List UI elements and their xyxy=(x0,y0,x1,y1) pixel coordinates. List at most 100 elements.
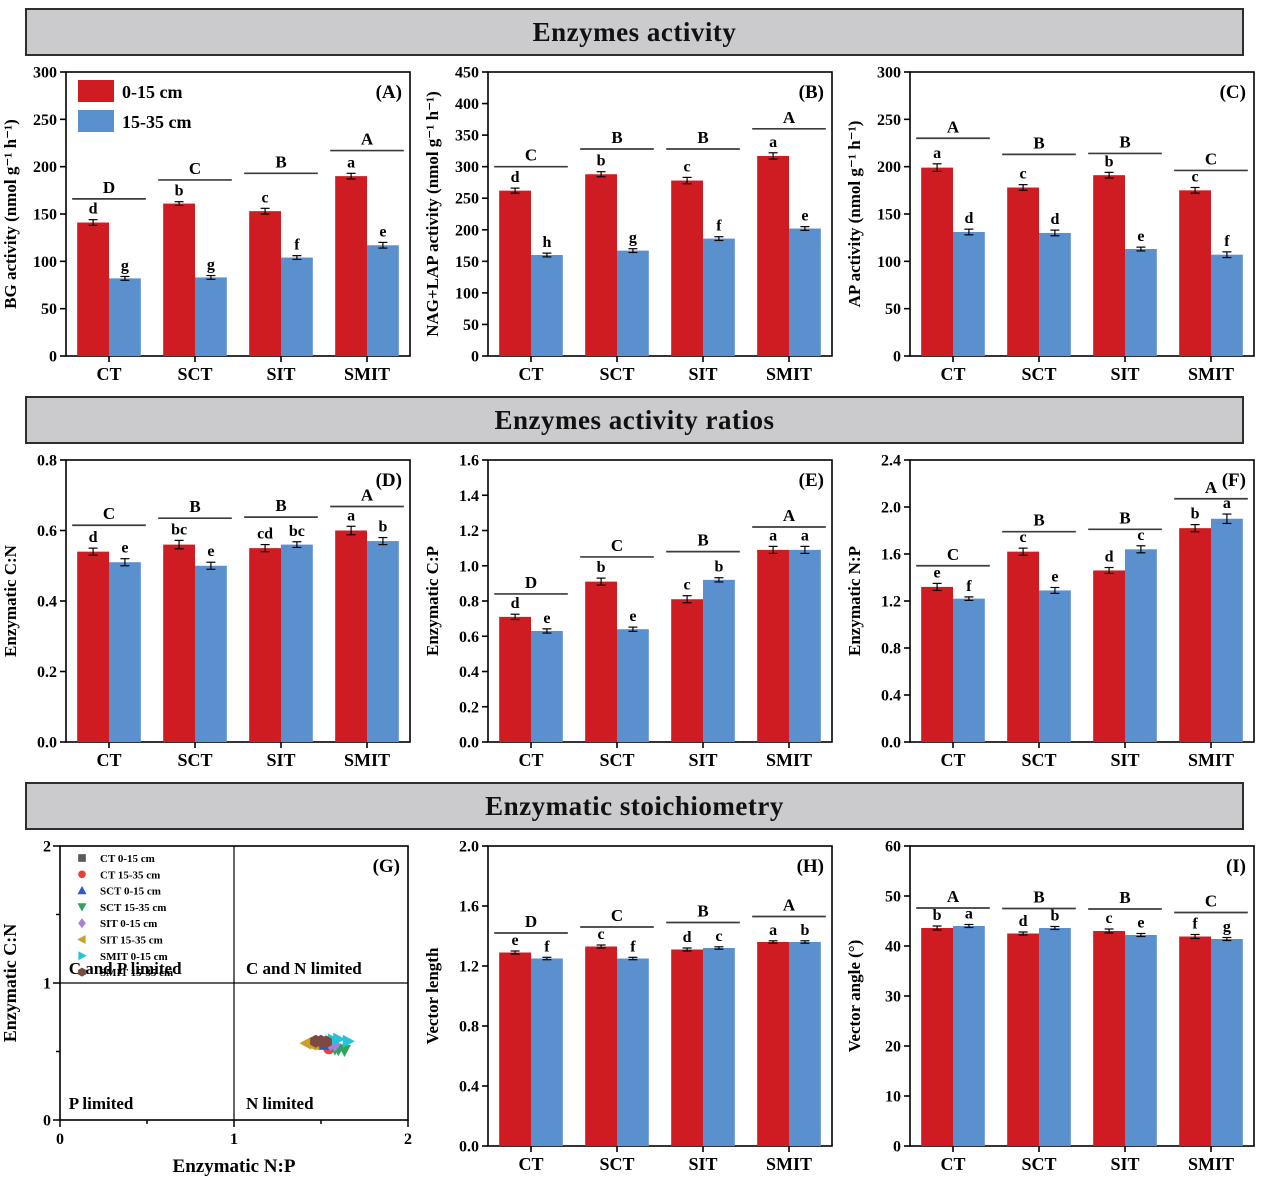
svg-text:C: C xyxy=(611,536,623,555)
svg-text:SCT: SCT xyxy=(177,750,212,770)
chart-row-enzymes-activity: 0 50 100 150 200 250 300 BG activity (nmol g⁻¹ … xyxy=(0,62,1268,392)
svg-text:0.0: 0.0 xyxy=(37,735,57,752)
svg-text:b: b xyxy=(933,907,942,924)
svg-text:d: d xyxy=(89,529,98,546)
svg-text:c: c xyxy=(1020,529,1027,546)
svg-text:(D): (D) xyxy=(376,470,402,491)
svg-text:2.4: 2.4 xyxy=(881,453,901,470)
svg-text:CT: CT xyxy=(518,364,543,384)
svg-text:200: 200 xyxy=(33,159,57,176)
svg-text:f: f xyxy=(630,938,636,955)
svg-text:b: b xyxy=(597,559,606,576)
svg-text:SMIT: SMIT xyxy=(766,1154,812,1174)
svg-text:Vector length: Vector length xyxy=(423,947,442,1044)
svg-text:B: B xyxy=(697,128,708,147)
svg-text:SMIT: SMIT xyxy=(766,364,812,384)
svg-text:0: 0 xyxy=(893,1139,901,1156)
svg-text:c: c xyxy=(1137,527,1144,544)
svg-text:C: C xyxy=(103,504,115,523)
svg-text:100: 100 xyxy=(455,285,479,302)
svg-text:A: A xyxy=(947,887,960,906)
svg-text:a: a xyxy=(769,527,777,544)
svg-text:250: 250 xyxy=(33,112,57,129)
svg-text:50: 50 xyxy=(885,889,901,906)
svg-text:A: A xyxy=(361,486,374,505)
svg-text:h: h xyxy=(542,234,551,251)
svg-text:CT: CT xyxy=(518,1154,543,1174)
svg-text:B: B xyxy=(697,531,708,550)
svg-text:C and N limited: C and N limited xyxy=(246,959,362,978)
svg-text:e: e xyxy=(1051,568,1058,585)
svg-text:1.6: 1.6 xyxy=(459,899,479,916)
section-header-enzymes-activity-ratios: Enzymes activity ratios xyxy=(25,396,1244,444)
svg-text:1.6: 1.6 xyxy=(881,547,901,564)
svg-text:15-35 cm: 15-35 cm xyxy=(122,112,191,132)
svg-text:(I): (I) xyxy=(1226,856,1246,877)
svg-text:Vector angle (°): Vector angle (°) xyxy=(845,940,864,1053)
svg-text:SIT: SIT xyxy=(1110,1154,1139,1174)
svg-text:(G): (G) xyxy=(373,856,400,877)
svg-text:0.4: 0.4 xyxy=(37,594,57,611)
svg-text:SMIT 0-15 cm: SMIT 0-15 cm xyxy=(100,951,168,963)
svg-text:100: 100 xyxy=(877,254,901,271)
svg-text:50: 50 xyxy=(41,301,57,318)
svg-text:bc: bc xyxy=(171,521,187,538)
svg-text:50: 50 xyxy=(885,301,901,318)
chart-panel-g-stoichiometry-scatter: 00 1 1 2 2 C and P limited C and N limited P li… xyxy=(0,839,412,1178)
svg-text:d: d xyxy=(511,595,520,612)
section-header-enzymes-activity: Enzymes activity xyxy=(25,8,1244,56)
svg-text:2.0: 2.0 xyxy=(881,500,901,517)
svg-text:d: d xyxy=(964,210,973,227)
svg-text:300: 300 xyxy=(877,65,901,82)
svg-text:f: f xyxy=(294,237,300,254)
svg-text:C: C xyxy=(1205,149,1217,168)
svg-text:C: C xyxy=(1205,892,1217,911)
svg-text:10: 10 xyxy=(885,1089,901,1106)
svg-text:0.8: 0.8 xyxy=(37,453,57,470)
svg-text:Enzymatic N:P: Enzymatic N:P xyxy=(845,546,864,656)
svg-text:d: d xyxy=(89,201,98,218)
svg-text:CT: CT xyxy=(518,750,543,770)
svg-text:0.0: 0.0 xyxy=(881,735,901,752)
svg-text:b: b xyxy=(800,922,809,939)
svg-text:0.4: 0.4 xyxy=(881,688,901,705)
svg-text:SMIT: SMIT xyxy=(1188,750,1234,770)
svg-text:B: B xyxy=(275,152,286,171)
svg-text:C: C xyxy=(189,159,201,178)
svg-text:SCT: SCT xyxy=(1021,1154,1056,1174)
svg-text:SIT: SIT xyxy=(688,1154,717,1174)
svg-text:0.8: 0.8 xyxy=(459,1019,479,1036)
svg-text:SCT: SCT xyxy=(599,750,634,770)
svg-text:g: g xyxy=(1223,919,1231,936)
svg-text:A: A xyxy=(783,896,796,915)
svg-text:60: 60 xyxy=(885,839,901,856)
svg-text:0.0: 0.0 xyxy=(459,1139,479,1156)
svg-text:0.2: 0.2 xyxy=(37,664,57,681)
svg-text:1: 1 xyxy=(230,1131,238,1148)
svg-text:a: a xyxy=(801,527,809,544)
section-title-enzymatic-stoichiometry: Enzymatic stoichiometry xyxy=(485,790,784,821)
svg-text:0-15 cm: 0-15 cm xyxy=(122,82,182,102)
svg-text:450: 450 xyxy=(455,65,479,82)
svg-text:e: e xyxy=(1137,915,1144,932)
svg-text:B: B xyxy=(697,902,708,921)
svg-text:N limited: N limited xyxy=(246,1094,314,1113)
svg-text:300: 300 xyxy=(33,65,57,82)
svg-text:c: c xyxy=(1106,910,1113,927)
svg-text:(E): (E) xyxy=(799,470,824,491)
svg-text:250: 250 xyxy=(877,112,901,129)
svg-text:a: a xyxy=(1223,495,1231,512)
svg-text:A: A xyxy=(1205,478,1218,497)
svg-text:cd: cd xyxy=(257,526,273,543)
svg-text:g: g xyxy=(207,257,215,274)
svg-text:B: B xyxy=(275,496,286,515)
svg-text:(A): (A) xyxy=(376,82,402,103)
svg-text:(F): (F) xyxy=(1222,470,1246,491)
svg-text:C: C xyxy=(947,545,959,564)
svg-text:c: c xyxy=(684,158,691,175)
svg-text:B: B xyxy=(1119,508,1130,527)
svg-text:g: g xyxy=(629,230,637,247)
svg-text:0.0: 0.0 xyxy=(459,735,479,752)
